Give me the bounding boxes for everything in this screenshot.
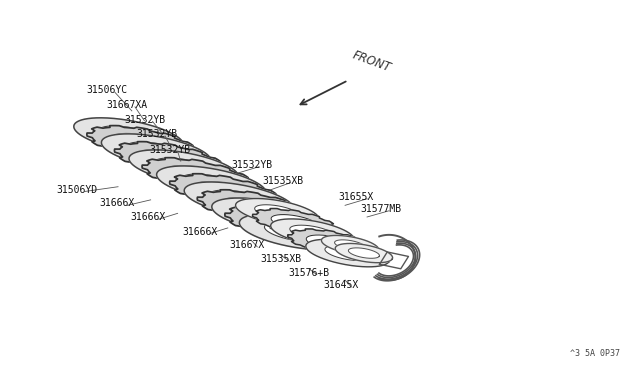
Text: 31532YB: 31532YB <box>124 115 165 125</box>
Text: 31666X: 31666X <box>99 199 134 208</box>
Polygon shape <box>129 150 239 186</box>
Polygon shape <box>271 215 319 230</box>
Polygon shape <box>325 246 371 261</box>
Polygon shape <box>194 182 257 202</box>
Text: 31577MB: 31577MB <box>361 204 402 214</box>
Polygon shape <box>182 174 241 193</box>
Text: 31506YD: 31506YD <box>56 185 98 195</box>
Polygon shape <box>139 150 202 170</box>
Polygon shape <box>236 199 319 226</box>
Polygon shape <box>197 190 308 226</box>
Polygon shape <box>99 126 159 145</box>
Polygon shape <box>335 240 365 250</box>
Polygon shape <box>74 118 184 154</box>
Polygon shape <box>239 214 349 250</box>
Text: 31666X: 31666X <box>182 227 217 237</box>
Polygon shape <box>335 243 392 263</box>
Polygon shape <box>249 214 312 234</box>
Polygon shape <box>321 235 379 255</box>
Text: 31576+B: 31576+B <box>289 268 330 278</box>
Polygon shape <box>111 134 174 154</box>
Text: ^3 5A 0P37: ^3 5A 0P37 <box>570 349 620 358</box>
Text: 31667X: 31667X <box>229 240 264 250</box>
Polygon shape <box>101 134 211 170</box>
Text: 31655X: 31655X <box>339 192 374 202</box>
Text: 31645X: 31645X <box>323 280 358 290</box>
Polygon shape <box>184 182 294 218</box>
Text: 31506YC: 31506YC <box>86 86 128 96</box>
Text: 31532YB: 31532YB <box>149 145 191 154</box>
Polygon shape <box>115 142 226 178</box>
Polygon shape <box>166 166 229 186</box>
Text: 31535XB: 31535XB <box>262 176 303 186</box>
Text: 31666X: 31666X <box>131 212 166 222</box>
Polygon shape <box>237 206 296 226</box>
Polygon shape <box>170 174 281 210</box>
Polygon shape <box>290 225 335 240</box>
Polygon shape <box>348 248 380 258</box>
Polygon shape <box>127 142 186 161</box>
Polygon shape <box>288 229 372 257</box>
Polygon shape <box>225 206 336 242</box>
Polygon shape <box>221 198 284 218</box>
Polygon shape <box>157 166 266 202</box>
Text: 31667XA: 31667XA <box>107 100 148 110</box>
Polygon shape <box>154 158 214 177</box>
Polygon shape <box>212 198 321 234</box>
Polygon shape <box>209 190 269 210</box>
Polygon shape <box>306 235 354 251</box>
Polygon shape <box>253 209 337 236</box>
Text: 31535XB: 31535XB <box>260 254 301 264</box>
Text: FRONT: FRONT <box>351 49 393 75</box>
Polygon shape <box>306 239 389 267</box>
Polygon shape <box>87 126 198 162</box>
Text: 31532YB: 31532YB <box>137 129 178 139</box>
Polygon shape <box>255 205 300 220</box>
Text: 31532YB: 31532YB <box>231 160 272 170</box>
Polygon shape <box>271 219 355 246</box>
Polygon shape <box>142 158 253 194</box>
Polygon shape <box>264 222 324 242</box>
